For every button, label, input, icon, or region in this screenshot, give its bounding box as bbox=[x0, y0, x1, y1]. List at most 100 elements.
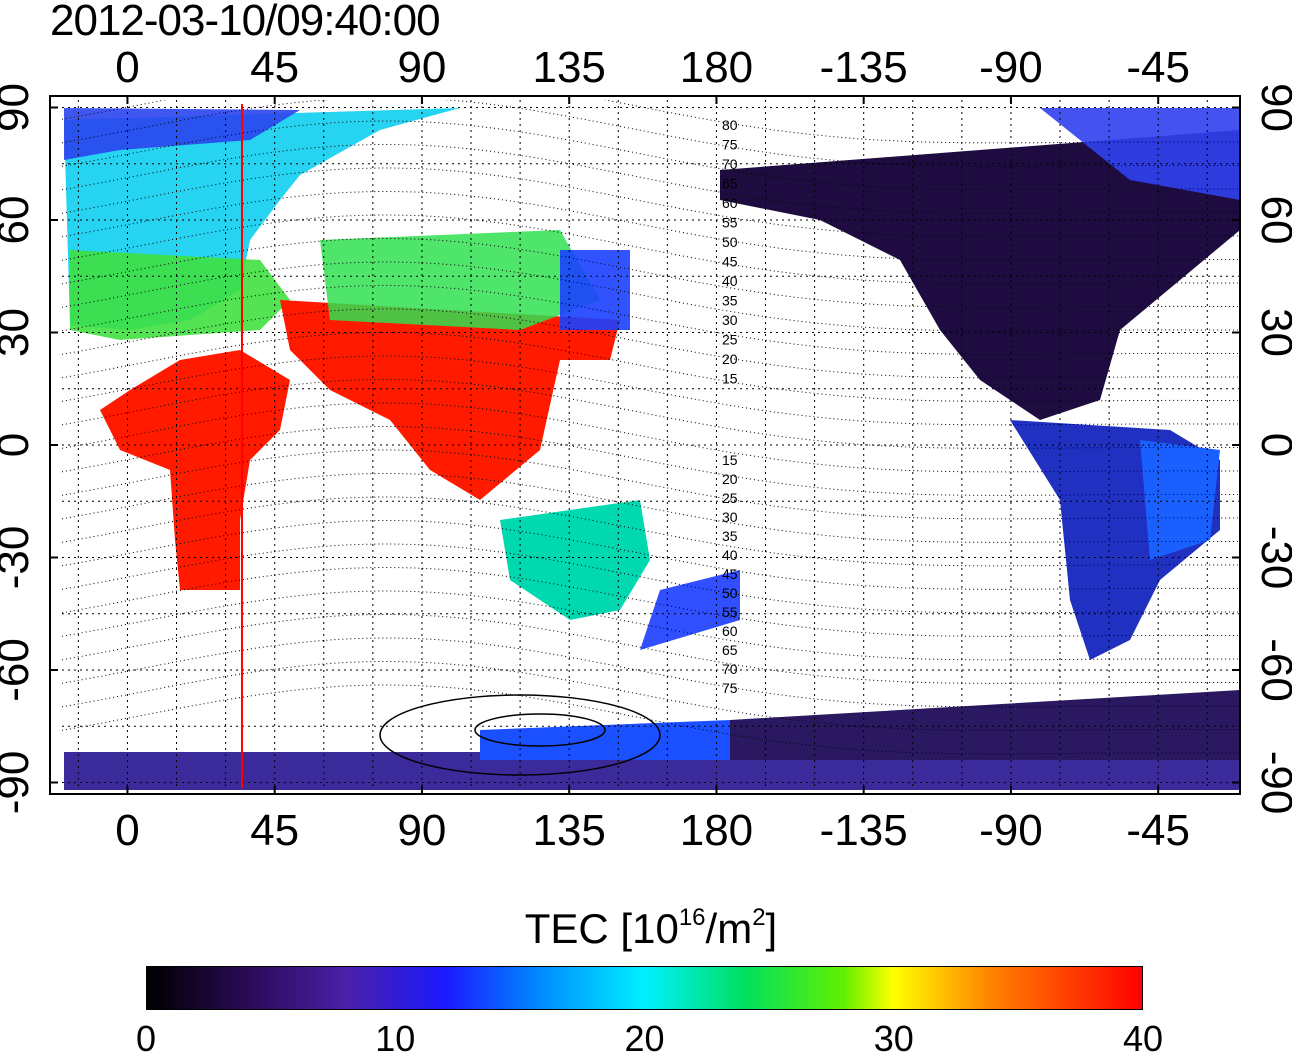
y-tick-label-right: 60 bbox=[1252, 196, 1292, 245]
x-tick-label-bottom: 45 bbox=[250, 806, 299, 855]
x-tick-label-bottom: 0 bbox=[115, 806, 139, 855]
contour-line bbox=[62, 661, 1238, 731]
contour-line bbox=[62, 449, 1238, 520]
contour-line bbox=[62, 355, 1238, 426]
y-tick-label-left: 60 bbox=[0, 196, 38, 245]
y-tick-label-left: -60 bbox=[0, 638, 38, 702]
contour-label: 20 bbox=[722, 351, 738, 367]
contour-line bbox=[62, 567, 1238, 637]
colorbar bbox=[146, 966, 1143, 1010]
x-tick-label-bottom: 135 bbox=[532, 806, 605, 855]
tec-region-north-america bbox=[720, 130, 1240, 420]
contour-labels: 80 75 70 65 60 55 50 45 40 35 30 25 20 15 15 20 25 30 35 40… bbox=[722, 117, 738, 696]
contour-label: 40 bbox=[722, 273, 738, 289]
contour-line bbox=[62, 191, 1238, 261]
tec-region-asia-north bbox=[320, 230, 600, 330]
tec-region-europe-south bbox=[70, 250, 290, 340]
contour-label: 30 bbox=[722, 312, 738, 328]
timestamp-title: 2012-03-10/09:40:00 bbox=[50, 0, 441, 45]
contour-line bbox=[62, 238, 1238, 308]
contour-label: 40 bbox=[722, 547, 738, 563]
contour-label: 80 bbox=[722, 117, 738, 133]
contour-label: 15 bbox=[722, 452, 738, 468]
colorbar-tick-label: 30 bbox=[873, 1018, 914, 1059]
contour-label: 25 bbox=[722, 490, 738, 506]
contour-line bbox=[62, 614, 1238, 684]
contour-line bbox=[62, 590, 1238, 661]
x-tick-label-top: 135 bbox=[532, 43, 605, 92]
x-tick-label-bottom: 90 bbox=[397, 806, 446, 855]
colorbar-title: TEC [1016/m2] bbox=[524, 904, 778, 952]
x-tick-label-top: -45 bbox=[1126, 43, 1190, 92]
x-tick-label-top: 90 bbox=[397, 43, 446, 92]
contour-line bbox=[62, 285, 1238, 355]
contour-label: 45 bbox=[722, 254, 738, 270]
x-tick-label-top: 0 bbox=[115, 43, 139, 92]
tec-region-antarctica-dark bbox=[730, 690, 1240, 760]
tec-region-australia bbox=[500, 500, 650, 620]
contour-line bbox=[62, 214, 1238, 285]
contour-loop bbox=[474, 713, 606, 747]
x-tick-labels-top: 0 45 90 135 180 -135 -90 -45 bbox=[115, 43, 1190, 92]
contour-line bbox=[62, 308, 1238, 379]
contour-label: 30 bbox=[722, 509, 738, 525]
y-tick-label-right: 0 bbox=[1252, 433, 1292, 457]
contour-label: 20 bbox=[722, 471, 738, 487]
contour-label: 50 bbox=[722, 234, 738, 250]
y-tick-label-left: -90 bbox=[0, 751, 38, 815]
tec-world-map: 0 45 90 135 180 -135 -90 -45 0 45 90 135 180 -135 -90… bbox=[0, 43, 1292, 855]
colorbar-tick-label: 20 bbox=[624, 1018, 665, 1059]
contour-line bbox=[62, 637, 1238, 708]
contour-line bbox=[62, 100, 1238, 144]
frame-ticks bbox=[50, 96, 1240, 794]
contour-line bbox=[62, 402, 1238, 473]
contour-label: 35 bbox=[722, 528, 738, 544]
contour-line bbox=[62, 473, 1238, 543]
y-tick-label-left: 0 bbox=[0, 433, 38, 457]
contour-loop bbox=[379, 694, 661, 776]
x-tick-labels-bottom: 0 45 90 135 180 -135 -90 -45 bbox=[115, 806, 1190, 855]
contour-line bbox=[62, 144, 1238, 214]
y-tick-label-right: -90 bbox=[1252, 751, 1292, 815]
x-tick-label-top: -135 bbox=[820, 43, 908, 92]
x-tick-label-bottom: -45 bbox=[1126, 806, 1190, 855]
y-tick-label-right: -60 bbox=[1252, 638, 1292, 702]
tec-region-africa bbox=[100, 350, 290, 590]
contour-line bbox=[62, 496, 1238, 567]
x-tick-label-bottom: -90 bbox=[979, 806, 1043, 855]
x-tick-label-top: 180 bbox=[680, 43, 753, 92]
contour-label: 25 bbox=[722, 332, 738, 348]
x-tick-label-bottom: 180 bbox=[680, 806, 753, 855]
contour-label: 50 bbox=[722, 585, 738, 601]
contour-label: 55 bbox=[722, 604, 738, 620]
contour-label: 65 bbox=[722, 176, 738, 192]
colorbar-tick-label: 40 bbox=[1122, 1018, 1164, 1059]
tec-region-east-asia bbox=[560, 250, 630, 330]
contour-label: 75 bbox=[722, 137, 738, 153]
contour-line bbox=[62, 100, 1238, 167]
contour-line bbox=[62, 543, 1238, 614]
contour-label: 70 bbox=[722, 156, 738, 172]
contour-line bbox=[62, 520, 1238, 590]
tec-region-antarctica bbox=[64, 752, 1240, 790]
contour-label: 75 bbox=[722, 680, 738, 696]
x-tick-label-bottom: -135 bbox=[820, 806, 908, 855]
contour-label: 15 bbox=[722, 371, 738, 387]
colorbar-tick-label: 0 bbox=[135, 1018, 157, 1059]
contour-label: 45 bbox=[722, 566, 738, 582]
contour-line bbox=[62, 167, 1238, 238]
y-tick-label-left: -30 bbox=[0, 526, 38, 590]
contour-line bbox=[62, 120, 1238, 191]
magnetic-contours bbox=[62, 100, 1238, 776]
contour-label: 70 bbox=[722, 661, 738, 677]
tec-data-regions bbox=[64, 108, 1240, 790]
tec-region-arctic-americas bbox=[1040, 108, 1240, 200]
y-tick-label-left: 90 bbox=[0, 83, 38, 132]
contour-label: 55 bbox=[722, 215, 738, 231]
y-tick-label-left: 30 bbox=[0, 308, 38, 357]
contour-line bbox=[62, 379, 1238, 449]
tec-region-new-zealand bbox=[640, 570, 740, 650]
contour-label: 60 bbox=[722, 195, 738, 211]
y-tick-labels-left: 90 60 30 0 -30 -60 -90 bbox=[0, 83, 38, 814]
